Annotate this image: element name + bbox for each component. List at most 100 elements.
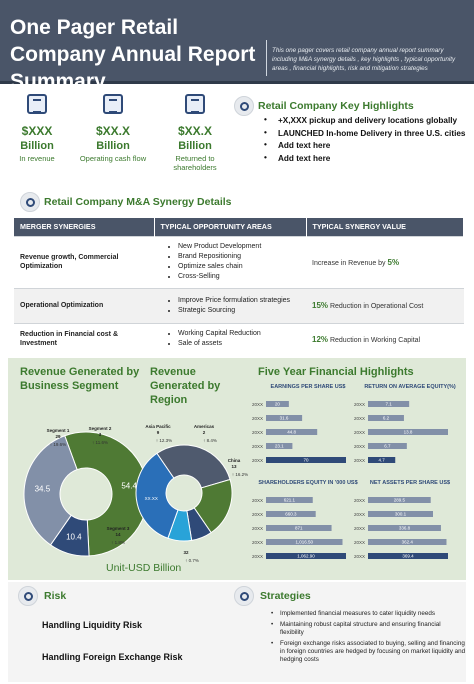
list-item: Add text here — [258, 140, 468, 154]
settings-icon — [234, 96, 254, 116]
bar-category: 20XX — [252, 512, 263, 517]
column-header: TYPICAL SYNERGY VALUE — [306, 218, 464, 236]
bar-label: 871 — [295, 526, 303, 531]
list-item: New Product Development — [178, 242, 300, 252]
list-item: Improve Price formulation strategies — [178, 296, 300, 306]
stat-unit: Billion — [20, 140, 54, 152]
bar-label: 1,062.90 — [297, 554, 315, 559]
table-row: Operational Optimization Improve Price f… — [14, 287, 464, 323]
callout-growth: ↑ 1.8% — [111, 540, 125, 545]
bar — [266, 553, 346, 559]
bar — [266, 415, 303, 421]
list-item: Implemented financial measures to cater … — [270, 610, 466, 618]
bar — [368, 401, 410, 407]
bar-category: 20XX — [354, 430, 365, 435]
header-divider — [266, 40, 267, 76]
bar — [266, 539, 343, 545]
unit-label: Unit-USD Billion — [106, 562, 182, 574]
list-item: Working Capital Reduction — [178, 329, 300, 339]
strategy-icon — [234, 586, 254, 606]
bar-label: 4.7 — [378, 458, 385, 463]
stat-unit: Billion — [96, 140, 130, 152]
bar — [368, 415, 404, 421]
bar-label: 289.5 — [394, 498, 406, 503]
table-header-row: MERGER SYNERGIES TYPICAL OPPORTUNITY ARE… — [14, 218, 464, 236]
synergy-areas: New Product Development Brand Reposition… — [154, 235, 306, 288]
risk-item: Handling Liquidity Risk — [42, 620, 143, 630]
bar-label: 7.1 — [385, 402, 392, 407]
bar-category: 20XX — [252, 526, 263, 531]
page-title: One Pager Retail Company Annual Report S… — [10, 16, 256, 93]
risk-icon — [18, 586, 38, 606]
list-item: Foreign exchange risks associated to buy… — [270, 640, 466, 664]
callout-value: 29 — [55, 434, 61, 439]
bar — [368, 553, 448, 559]
callout-name: China — [228, 458, 241, 463]
synergy-table: MERGER SYNERGIES TYPICAL OPPORTUNITY ARE… — [14, 218, 464, 355]
table-row: Reduction in Financial cost & Investment… — [14, 322, 464, 355]
callout-growth: ↑ 16.2% — [232, 472, 248, 477]
list-item: Maintaining robust capital structure and… — [270, 621, 466, 637]
bar-category: 20XX — [354, 444, 365, 449]
risk-item: Handling Foreign Exchange Risk — [42, 652, 183, 662]
list-item: Optimize sales chain — [178, 262, 300, 272]
pie-slice — [23, 435, 78, 546]
bar-category: 20XX — [252, 402, 263, 407]
synergy-areas: Working Capital Reduction Sale of assets — [154, 322, 306, 355]
slice-label: 10.4 — [66, 532, 82, 541]
bar-label: 660.3 — [285, 512, 297, 517]
column-header: MERGER SYNERGIES — [14, 218, 155, 236]
stat-cash-flow: $XX.X Billion Operating cash flow — [78, 94, 148, 163]
callout-growth: ↑ 11.6% — [92, 440, 108, 445]
bar — [266, 525, 332, 531]
synergy-icon — [20, 192, 40, 212]
bar-category: 20XX — [354, 416, 365, 421]
value-text: Increase in Revenue by — [312, 259, 388, 267]
bar-label: 23.1 — [275, 444, 284, 449]
bar — [368, 525, 441, 531]
bar-category: 20XX — [354, 554, 365, 559]
stat-desc: Returned to shareholders — [173, 154, 217, 172]
synergy-value: Increase in Revenue by 5% — [306, 235, 464, 288]
bar-label: 300.1 — [395, 512, 407, 517]
page-subtitle: This one pager covers retail company ann… — [272, 47, 456, 72]
callout-growth: ↑ 8.4% — [203, 438, 217, 443]
region-chart-title: Revenue Generated by Region — [150, 366, 221, 406]
bar-label: 13.8 — [404, 430, 413, 435]
slice-label: XX.XX — [145, 496, 158, 501]
pie-slice — [156, 444, 231, 489]
value-pct: 12% — [312, 334, 329, 344]
stat-value: $XXX — [21, 124, 53, 138]
callout-growth: ↑ 19.6% — [50, 442, 66, 447]
bar-category: 20XX — [354, 498, 365, 503]
bar-category: 20XX — [354, 526, 365, 531]
risk-title: Risk — [44, 590, 67, 602]
list-item: Brand Repositioning — [178, 252, 300, 262]
bar-category: 20XX — [354, 402, 365, 407]
bar-label: 362.4 — [402, 540, 414, 545]
bar — [368, 497, 431, 503]
callout-value: 13 — [231, 464, 237, 469]
bar-label: 1,016.50 — [295, 540, 313, 545]
synergy-name: Operational Optimization — [14, 287, 154, 323]
segment-chart-title: Revenue Generated by Business Segment — [20, 366, 140, 392]
list-item: Add text here — [258, 153, 468, 167]
bar — [266, 457, 346, 463]
bar — [266, 401, 289, 407]
document-icon — [27, 94, 47, 114]
stat-desc: Operating cash flow — [79, 154, 147, 163]
bar-label: 6.7 — [384, 444, 391, 449]
bar-label: 20 — [275, 402, 281, 407]
bar-label: 336.8 — [399, 526, 411, 531]
bar-category: 20XX — [252, 416, 263, 421]
bar — [266, 429, 318, 435]
stat-value: $XX.X — [95, 124, 131, 138]
value-text: Reduction in Working Capital — [328, 336, 421, 344]
strategies-list: Implemented financial measures to cater … — [270, 610, 466, 667]
bar-category: 20XX — [252, 444, 263, 449]
stat-desc: In revenue — [19, 154, 55, 163]
bar-category: 20XX — [252, 430, 263, 435]
bar — [266, 443, 293, 449]
value-text: Reduction in Operational Cost — [328, 303, 424, 310]
